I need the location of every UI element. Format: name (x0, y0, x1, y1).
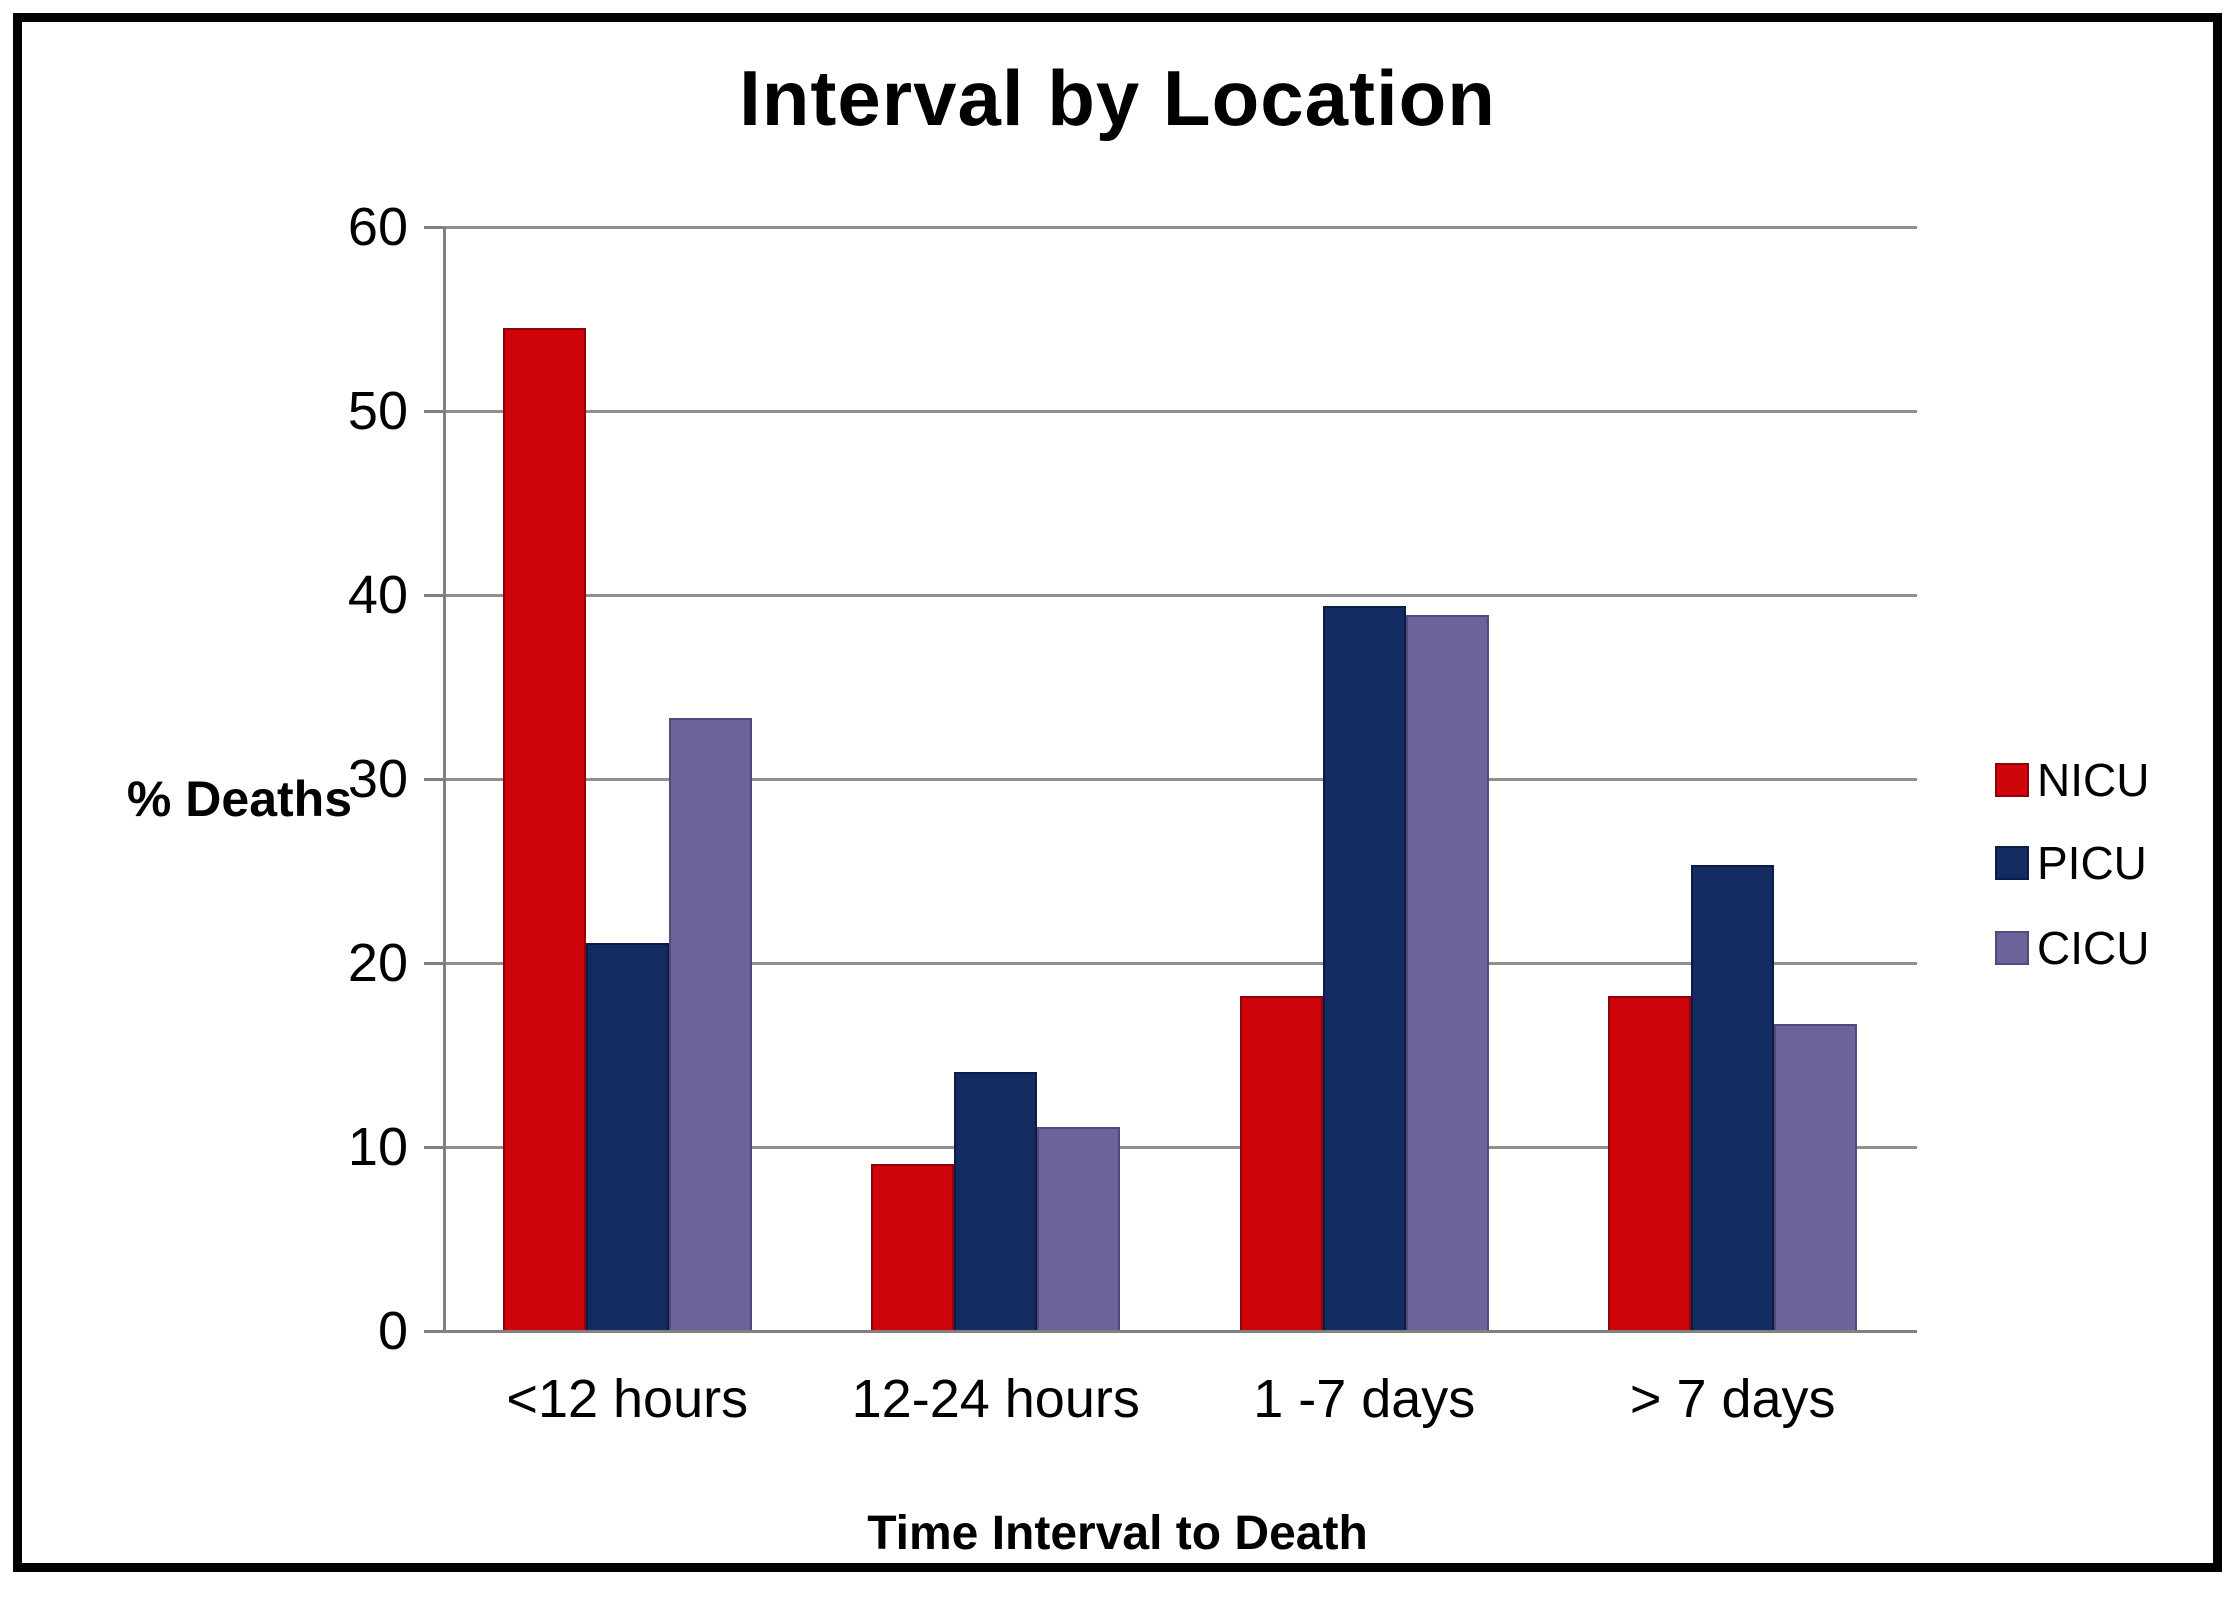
gridline-40 (443, 594, 1917, 597)
bar-cicu-0 (668, 718, 752, 1331)
x-axis-line (424, 1330, 1917, 1333)
bar-cicu-1 (1037, 1127, 1121, 1331)
chart-title: Interval by Location (739, 54, 1496, 142)
figure-border: Interval by Location % Deaths Time Inter… (13, 13, 2222, 1572)
y-tick-label-50: 50 (347, 381, 408, 441)
legend-swatch-picu-icon (1995, 846, 2029, 880)
x-category-label-1: 12-24 hours (851, 1369, 1140, 1429)
bar-picu-3 (1691, 865, 1775, 1331)
y-tick-10 (424, 1146, 443, 1149)
plot-area: 0 10 20 30 40 50 60 <12 hours 12-24 hours 1 -7 da… (22, 22, 2235, 1607)
bar-nicu-2 (1239, 996, 1323, 1331)
gridline-30 (443, 778, 1917, 781)
bar-nicu-1 (871, 1164, 955, 1331)
bar-picu-1 (954, 1072, 1038, 1331)
y-tick-30 (424, 778, 443, 781)
y-tick-50 (424, 410, 443, 413)
y-tick-60 (424, 226, 443, 229)
y-axis-line (443, 227, 446, 1331)
x-category-label-3: > 7 days (1629, 1369, 1836, 1429)
bar-cicu-3 (1774, 1024, 1858, 1331)
bar-picu-2 (1322, 606, 1406, 1331)
x-category-label-0: <12 hours (506, 1369, 749, 1429)
bar-cicu-2 (1405, 615, 1489, 1331)
legend-item-picu: PICU (1995, 833, 2147, 893)
legend: NICU PICU CICU (22, 22, 2235, 1607)
x-axis-title: Time Interval to Death (867, 1507, 1368, 1560)
x-category-label-2: 1 -7 days (1253, 1369, 1476, 1429)
legend-swatch-cicu-icon (1995, 931, 2029, 965)
y-tick-label-10: 10 (347, 1117, 408, 1177)
y-tick-20 (424, 962, 443, 965)
legend-label-nicu: NICU (2037, 754, 2150, 806)
gridline-10 (443, 1146, 1917, 1149)
y-axis-title: % Deaths (126, 771, 352, 827)
y-tick-label-0: 0 (377, 1301, 408, 1361)
gridline-20 (443, 962, 1917, 965)
legend-item-nicu: NICU (1995, 750, 2149, 810)
y-tick-40 (424, 594, 443, 597)
y-tick-label-30: 30 (347, 749, 408, 809)
legend-item-cicu: CICU (1995, 918, 2149, 978)
gridline-50 (443, 410, 1917, 413)
y-tick-label-60: 60 (347, 197, 408, 257)
y-tick-label-40: 40 (347, 565, 408, 625)
bar-nicu-0 (502, 328, 586, 1331)
bar-nicu-3 (1608, 996, 1692, 1331)
bar-picu-0 (585, 943, 669, 1331)
legend-label-cicu: CICU (2037, 922, 2150, 974)
legend-label-picu: PICU (2037, 837, 2147, 889)
gridline-60 (443, 226, 1917, 229)
legend-swatch-nicu-icon (1995, 763, 2029, 797)
y-tick-label-20: 20 (347, 933, 408, 993)
